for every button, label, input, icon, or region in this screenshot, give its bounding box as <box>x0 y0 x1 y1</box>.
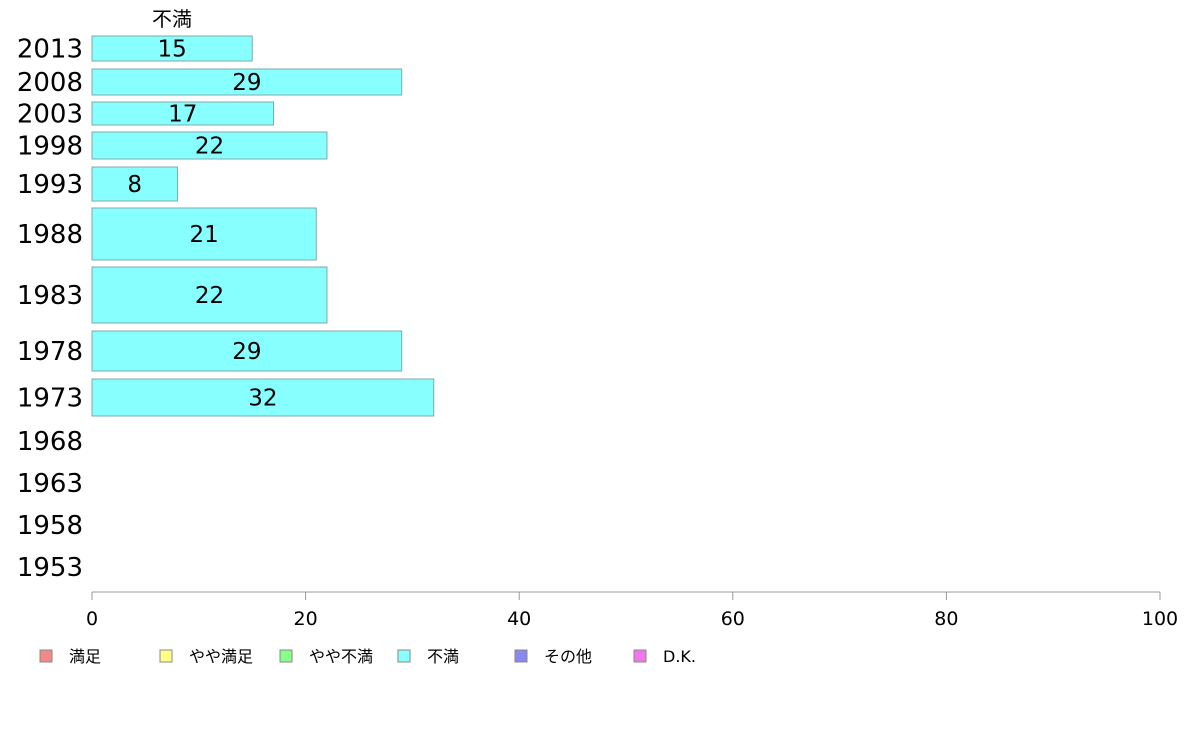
y-tick-label: 1998 <box>17 132 83 162</box>
x-tick-label: 80 <box>934 608 958 630</box>
bars-group: 2013 15 2008 29 2003 17 1998 22 1993 8 1988 21 1983 2… <box>17 35 435 583</box>
bar-value-label: 17 <box>168 102 197 128</box>
y-tick-label: 1973 <box>17 384 83 414</box>
y-tick-label: 1988 <box>17 220 83 250</box>
x-tick-label: 60 <box>721 608 745 630</box>
y-tick-label: 2013 <box>17 35 83 65</box>
legend-swatch <box>633 649 647 663</box>
bar <box>91 207 317 261</box>
legend-swatch <box>514 649 528 663</box>
legend-label: D.K. <box>663 647 696 666</box>
x-tick-label: 20 <box>294 608 318 630</box>
bar-value-label: 22 <box>195 283 224 309</box>
bar <box>91 378 435 417</box>
bar-value-label: 32 <box>248 386 277 412</box>
legend-label: 不満 <box>427 647 459 666</box>
bar <box>91 266 328 324</box>
bar-value-label: 21 <box>189 222 218 248</box>
bar-value-label: 8 <box>127 172 142 198</box>
legend: 満足 やや満足 やや不満 不満 その他 D.K. <box>39 647 696 666</box>
legend-label: その他 <box>544 647 592 666</box>
bar-value-label: 29 <box>232 339 261 365</box>
bar-value-label: 29 <box>232 70 261 96</box>
x-tick-label: 40 <box>507 608 531 630</box>
y-tick-label: 1958 <box>17 511 83 541</box>
bar <box>91 35 253 62</box>
y-tick-label: 1993 <box>17 170 83 200</box>
legend-label: 満足 <box>69 647 101 666</box>
y-tick-label: 2003 <box>17 100 83 130</box>
bar-value-label: 15 <box>157 37 186 63</box>
bar-value-label: 22 <box>195 134 224 160</box>
bar <box>91 166 178 202</box>
legend-label: やや不満 <box>309 647 373 666</box>
x-tick-label: 100 <box>1142 608 1178 630</box>
bar <box>91 68 403 96</box>
legend-swatch <box>39 649 53 663</box>
y-tick-label: 1953 <box>17 553 83 583</box>
y-tick-label: 1983 <box>17 281 83 311</box>
x-axis: 0 20 40 60 80 100 <box>86 591 1178 630</box>
legend-swatch <box>397 649 411 663</box>
legend-label: やや満足 <box>189 647 253 666</box>
y-tick-label: 1968 <box>17 427 83 457</box>
y-tick-label: 1963 <box>17 469 83 499</box>
legend-swatch <box>279 649 293 663</box>
series-title: 不満 <box>152 7 192 31</box>
bar <box>91 131 328 160</box>
y-tick-label: 2008 <box>17 68 83 98</box>
x-tick-label: 0 <box>86 608 98 630</box>
bar <box>91 330 403 372</box>
y-tick-label: 1978 <box>17 337 83 367</box>
legend-swatch <box>159 649 173 663</box>
bar <box>91 101 275 126</box>
